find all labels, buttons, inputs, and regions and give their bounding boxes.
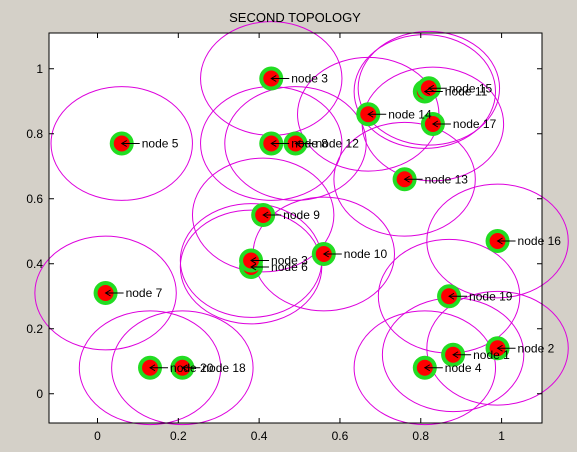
node-label-arrowhead <box>181 364 188 372</box>
range-circle <box>78 310 222 426</box>
node-label-arrowhead <box>104 289 111 297</box>
range-circle <box>34 235 177 351</box>
node-label: node 13 <box>425 172 469 186</box>
node-label-arrowhead <box>452 351 459 359</box>
node-label: node 10 <box>344 247 388 261</box>
range-circle <box>111 310 254 426</box>
node-label-arrowhead <box>262 211 269 219</box>
node-label: node 1 <box>473 348 510 362</box>
range-circle <box>426 290 569 406</box>
node-label-arrowhead <box>423 88 431 95</box>
x-tick-label: 0.8 <box>412 429 429 443</box>
node-label: node 6 <box>271 260 308 274</box>
node-label-arrowhead <box>322 250 330 258</box>
node-label: node 3 <box>271 254 308 268</box>
node-label: node 15 <box>449 81 493 95</box>
node-label-arrowhead <box>496 344 503 352</box>
node-label-arrowhead <box>294 140 301 147</box>
x-tick-label: 0 <box>94 429 101 443</box>
chart-title: SECOND TOPOLOGY <box>229 10 361 25</box>
y-tick-label: 0.4 <box>26 257 43 271</box>
node-label: node 4 <box>445 361 482 375</box>
node-label-arrowhead <box>149 364 156 372</box>
plot-frame <box>48 32 543 424</box>
node-label-arrowhead <box>427 84 435 92</box>
node-label: node 16 <box>518 234 562 248</box>
node-label-arrowhead <box>270 75 277 82</box>
y-tick-label: 1 <box>36 62 43 76</box>
x-tick-label: 1 <box>498 429 505 443</box>
node-label-arrowhead <box>270 140 277 147</box>
node-label-arrowhead <box>250 263 257 271</box>
range-circle <box>50 86 193 201</box>
node-label: node 11 <box>445 85 488 99</box>
node-label-arrowhead <box>120 140 127 147</box>
node-label-arrowhead <box>496 237 503 245</box>
node-label-arrowhead <box>250 257 257 264</box>
node-label: node 20 <box>170 361 214 375</box>
x-tick-label: 0.6 <box>332 429 349 443</box>
node-label: node 19 <box>469 289 513 303</box>
node-label-arrowhead <box>423 364 431 372</box>
node-label: node 9 <box>283 208 320 222</box>
axes: 0 0.2 0.4 0.6 0.8 1 0 0.2 0.4 0.6 0.8 1 <box>26 33 542 443</box>
y-tick-label: 0.2 <box>26 322 43 336</box>
node-label: node 17 <box>453 117 497 131</box>
node-label-arrowhead <box>403 175 410 183</box>
range-circle <box>357 30 501 146</box>
range-circle <box>426 183 569 299</box>
node-label-arrowhead <box>448 292 455 300</box>
range-circle <box>333 121 476 237</box>
x-tick-label: 0.4 <box>251 429 268 443</box>
node-label-arrowhead <box>431 120 439 128</box>
range-circle <box>191 157 335 273</box>
x-tick-label: 0.2 <box>170 429 187 443</box>
node-label: node 5 <box>142 137 179 151</box>
node-label: node 3 <box>291 72 328 86</box>
y-tick-label: 0.6 <box>26 192 43 206</box>
y-tick-label: 0 <box>36 387 43 401</box>
range-circle <box>353 310 497 426</box>
node-label: node 18 <box>202 361 246 375</box>
node-label: node 7 <box>126 286 163 300</box>
node-label: node 12 <box>316 137 360 151</box>
node-label-arrowhead <box>367 110 374 118</box>
node-label: node 2 <box>518 341 555 355</box>
node-label: node 14 <box>388 107 432 121</box>
y-tick-label: 0.8 <box>26 127 43 141</box>
